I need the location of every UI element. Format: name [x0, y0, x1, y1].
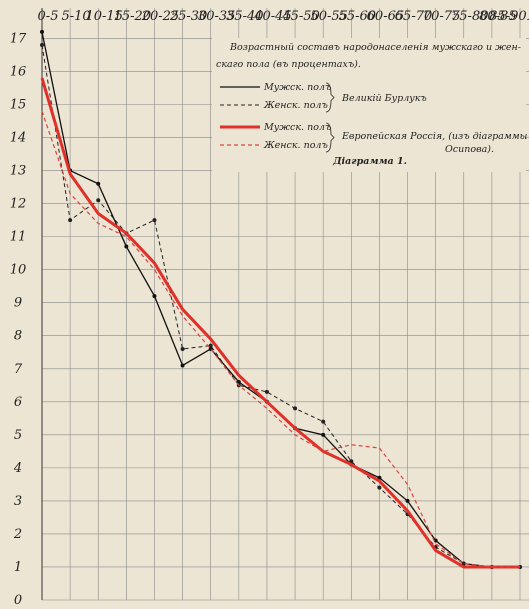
- caption: Діаграмма 1.: [332, 156, 407, 167]
- y-tick-label: 13: [10, 164, 27, 179]
- legend-box: [212, 38, 526, 172]
- point: [321, 432, 326, 437]
- y-tick-label: 12: [10, 197, 27, 212]
- x-tick-label: 85-90лѣт.: [489, 9, 529, 24]
- y-tick-label: 8: [14, 329, 22, 344]
- y-tick-label: 15: [10, 97, 27, 112]
- y-tick-label: 17: [10, 31, 27, 46]
- x-tick-label: 65-70: [395, 9, 432, 24]
- point: [208, 343, 213, 348]
- chart-title: Возрастный составъ народонаселенія мужск…: [216, 42, 521, 70]
- legend-brace: [325, 122, 335, 153]
- title-line: Возрастный составъ народонаселенія мужск…: [229, 42, 521, 53]
- title-line: скаго пола (въ процентахъ).: [216, 59, 361, 70]
- legend-brace: [325, 82, 335, 113]
- point: [68, 218, 73, 223]
- x-tick-label: 35-40: [226, 9, 263, 24]
- x-tick-label: 5-10: [62, 9, 91, 24]
- y-tick-label: 0: [14, 593, 22, 605]
- series-line: [41, 110, 520, 568]
- point: [40, 43, 44, 48]
- x-tick-label: 0-5: [38, 9, 59, 24]
- point: [293, 406, 298, 411]
- legend-group: Великій Бурлукъ: [341, 93, 427, 104]
- x-tick-label: 50-55: [310, 9, 347, 24]
- y-tick-label: 2: [13, 527, 22, 542]
- grid: [41, 8, 529, 601]
- point: [433, 538, 438, 543]
- point: [152, 294, 157, 299]
- point: [264, 389, 269, 394]
- x-tick-label: 70-75: [423, 9, 460, 24]
- x-tick-label: 80-85: [479, 9, 516, 24]
- y-tick-label: 3: [14, 494, 22, 509]
- point: [152, 218, 157, 223]
- y-tick-label: 9: [14, 296, 22, 311]
- y-tick-label: 6: [14, 395, 22, 410]
- legend-label: Мужск. полъ: [263, 82, 331, 93]
- legend-group: Европейская Россія, (изъ діаграммы Осипов…: [341, 131, 528, 155]
- y-tick-label: 4: [13, 461, 22, 476]
- y-tick-label: 16: [10, 64, 27, 79]
- point: [96, 181, 101, 186]
- x-tick-label: 55-60: [339, 9, 376, 24]
- x-tick-label: 75-80: [451, 9, 488, 24]
- group-line: Европейская Россія, (изъ діаграммы: [341, 131, 528, 142]
- series-line: [40, 77, 520, 569]
- series-line: [41, 44, 520, 568]
- legend-label: Женск. полъ: [263, 100, 328, 111]
- point: [96, 198, 101, 203]
- x-tick-label: 40-45: [253, 9, 291, 24]
- y-tick-label: 10: [10, 263, 27, 278]
- x-tick-label: 45-50: [281, 9, 319, 24]
- x-tick-label: 15-20: [114, 9, 151, 24]
- point: [349, 459, 354, 464]
- x-tick-label: 20-25: [141, 9, 179, 24]
- x-tick-label: 25-30: [169, 9, 207, 24]
- point: [236, 379, 241, 384]
- point: [405, 498, 410, 503]
- point: [377, 485, 382, 490]
- legend-label: Мужск. полъ: [263, 122, 331, 133]
- y-tick-label: 11: [10, 230, 27, 245]
- group-line: Осипова).: [445, 144, 494, 155]
- y-tick-label: 7: [14, 362, 23, 377]
- x-tick-label: 60-65: [367, 9, 404, 24]
- point: [180, 363, 185, 368]
- y-tick-label: 5: [14, 428, 22, 443]
- legend-label: Женск. полъ: [263, 140, 328, 151]
- point: [124, 244, 129, 249]
- y-tick-label: 1: [14, 560, 22, 575]
- x-tick-label: 30-35: [198, 9, 235, 24]
- point: [180, 346, 185, 351]
- point: [40, 29, 44, 34]
- x-tick-label: 10-15: [85, 9, 122, 24]
- point: [321, 419, 326, 424]
- y-tick-label: 14: [10, 131, 27, 146]
